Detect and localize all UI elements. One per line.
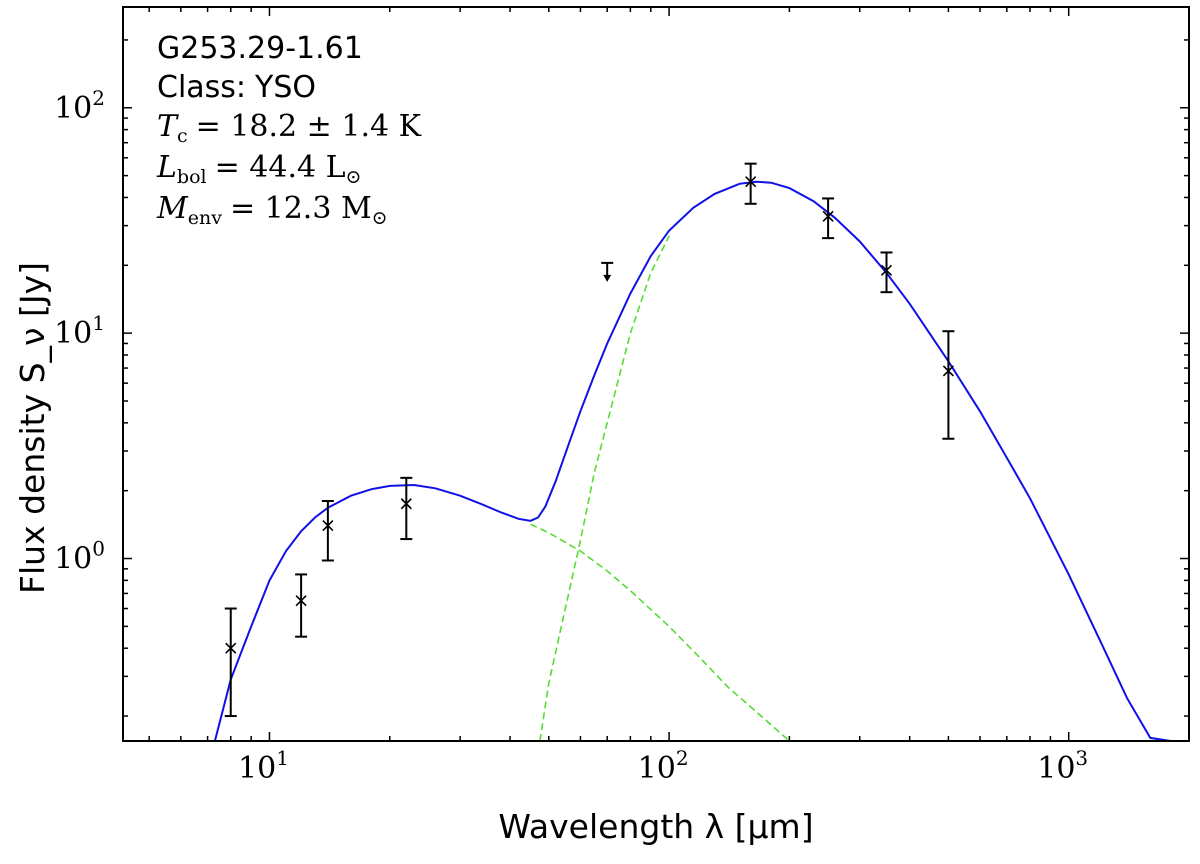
annotation-tc: Tc = 18.2 ± 1.4 K bbox=[157, 109, 422, 147]
axis-ticks: 101 102 103 100 101 102 bbox=[54, 7, 1190, 786]
data-point bbox=[400, 476, 413, 541]
data-points bbox=[224, 162, 955, 718]
upper-limit-arrow bbox=[603, 274, 612, 282]
data-point bbox=[295, 573, 308, 638]
plot-frame bbox=[122, 6, 1190, 742]
data-marker bbox=[880, 264, 893, 276]
x-tick-label: 101 bbox=[238, 746, 289, 786]
total-fit-curve bbox=[213, 180, 1171, 742]
warm-component-curve bbox=[530, 523, 790, 742]
x-axis-label: Wavelength λ [μm] bbox=[498, 807, 813, 846]
data-point bbox=[880, 251, 893, 294]
annotation-lbol: Lbol = 44.4 L⊙ bbox=[156, 150, 361, 188]
data-marker bbox=[822, 210, 834, 222]
data-marker bbox=[942, 365, 954, 377]
data-marker bbox=[322, 520, 334, 532]
data-point bbox=[224, 607, 237, 718]
data-point bbox=[321, 499, 334, 562]
y-axis-label: Flux density S_ν [Jy] bbox=[13, 262, 52, 594]
x-tick-label: 102 bbox=[638, 746, 689, 786]
data-point bbox=[822, 197, 835, 240]
annotation-class: Class: YSO bbox=[157, 70, 316, 105]
cold-component-curve bbox=[539, 235, 670, 742]
data-marker bbox=[295, 595, 307, 607]
fit-curves bbox=[213, 180, 1171, 742]
data-marker bbox=[400, 498, 412, 510]
upper-limit bbox=[601, 261, 614, 282]
annotation-block: G253.29-1.61 Class: YSO Tc = 18.2 ± 1.4 K … bbox=[156, 31, 422, 229]
y-tick-label: 100 bbox=[54, 537, 105, 577]
data-marker bbox=[745, 176, 757, 188]
data-marker bbox=[225, 642, 237, 654]
y-tick-label: 102 bbox=[54, 86, 105, 126]
data-point bbox=[942, 330, 955, 440]
annotation-menv: Menv = 12.3 M⊙ bbox=[156, 191, 388, 229]
y-tick-label: 101 bbox=[54, 311, 105, 351]
data-point bbox=[744, 162, 757, 205]
x-tick-label: 103 bbox=[1037, 746, 1088, 786]
annotation-source: G253.29-1.61 bbox=[157, 31, 363, 66]
